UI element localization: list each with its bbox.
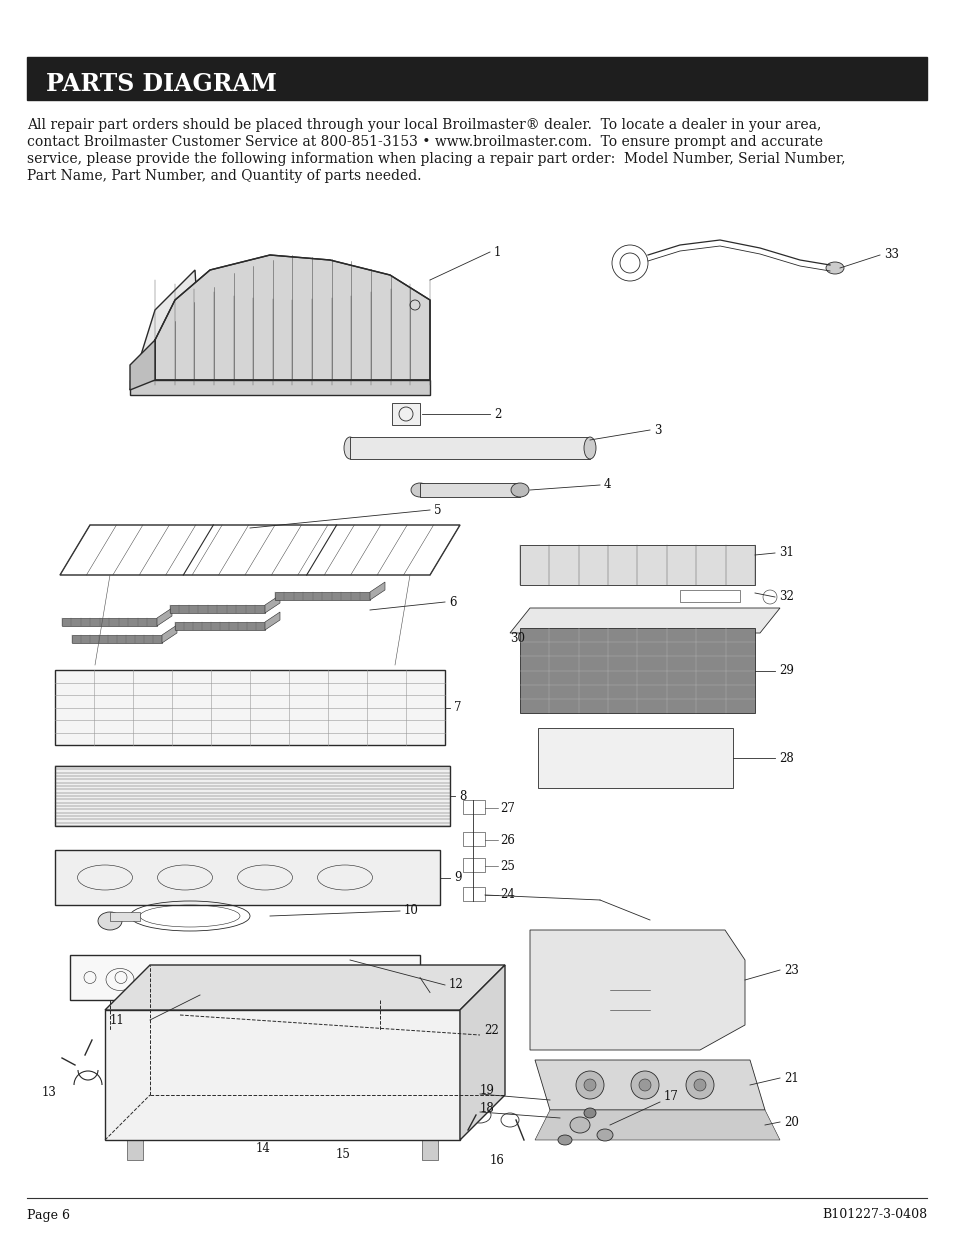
Bar (419, 483, 519, 496)
Text: 29: 29 (779, 664, 793, 677)
Text: contact Broilmaster Customer Service at 800-851-3153 • www.broilmaster.com.  To : contact Broilmaster Customer Service at … (27, 135, 822, 149)
Ellipse shape (98, 911, 122, 930)
Text: PARTS DIAGRAM: PARTS DIAGRAM (46, 72, 276, 96)
Text: 3: 3 (654, 424, 660, 436)
Ellipse shape (583, 437, 596, 459)
Text: 16: 16 (490, 1153, 504, 1167)
Bar (537, 727, 732, 788)
Text: 2: 2 (494, 408, 501, 420)
Text: 19: 19 (479, 1083, 495, 1097)
Polygon shape (510, 608, 780, 634)
Text: 26: 26 (499, 834, 515, 846)
Bar (262, 1108, 307, 1136)
Bar (55, 766, 450, 826)
Ellipse shape (558, 1135, 572, 1145)
Bar (421, 1140, 437, 1160)
Bar (519, 629, 754, 713)
Circle shape (693, 1079, 705, 1091)
Ellipse shape (825, 262, 843, 274)
Text: B101227-3-0408: B101227-3-0408 (821, 1209, 926, 1221)
Polygon shape (274, 592, 370, 600)
Text: 25: 25 (499, 860, 515, 872)
Bar (679, 590, 740, 601)
Bar (350, 437, 589, 459)
Polygon shape (535, 1060, 764, 1110)
Polygon shape (530, 930, 744, 1050)
Bar (462, 832, 484, 846)
Circle shape (583, 1079, 596, 1091)
Text: 13: 13 (42, 1086, 57, 1098)
Polygon shape (459, 965, 504, 1140)
Text: 14: 14 (255, 1141, 271, 1155)
Text: 30: 30 (510, 631, 524, 645)
Polygon shape (130, 340, 154, 390)
Text: 12: 12 (449, 978, 463, 992)
Polygon shape (62, 618, 157, 626)
Polygon shape (265, 595, 280, 613)
Text: 7: 7 (454, 701, 461, 714)
Text: 28: 28 (779, 752, 793, 764)
Text: 21: 21 (783, 1072, 798, 1084)
Text: 4: 4 (603, 478, 611, 492)
Ellipse shape (597, 1129, 613, 1141)
Bar (462, 887, 484, 902)
Ellipse shape (344, 437, 355, 459)
Bar (392, 403, 419, 425)
Polygon shape (265, 613, 280, 630)
Text: service, please provide the following information when placing a repair part ord: service, please provide the following in… (27, 152, 844, 165)
Ellipse shape (569, 1116, 589, 1132)
Bar (519, 545, 754, 585)
Text: All repair part orders should be placed through your local Broilmaster® dealer. : All repair part orders should be placed … (27, 119, 821, 132)
Ellipse shape (511, 483, 529, 496)
Text: 22: 22 (483, 1024, 498, 1036)
Ellipse shape (583, 1108, 596, 1118)
Polygon shape (105, 965, 504, 1010)
Ellipse shape (411, 483, 429, 496)
Polygon shape (170, 605, 265, 613)
Text: 10: 10 (403, 904, 418, 918)
Bar (110, 911, 140, 921)
Bar (127, 1140, 143, 1160)
Text: 24: 24 (499, 888, 515, 902)
Bar (105, 1010, 459, 1140)
Text: 23: 23 (783, 963, 798, 977)
Polygon shape (71, 635, 162, 643)
Bar (70, 955, 419, 1000)
Text: 32: 32 (779, 590, 793, 604)
Polygon shape (130, 380, 430, 395)
Polygon shape (154, 254, 430, 380)
Bar (27, 57, 926, 100)
Bar (462, 858, 484, 872)
Text: 9: 9 (454, 871, 461, 884)
Text: 27: 27 (499, 802, 515, 815)
Text: 1: 1 (494, 246, 501, 258)
Bar (55, 671, 444, 745)
Polygon shape (535, 1110, 780, 1140)
Text: 17: 17 (663, 1091, 679, 1104)
Polygon shape (130, 270, 200, 390)
Bar (55, 850, 439, 905)
Text: 5: 5 (434, 504, 441, 516)
Circle shape (630, 1071, 659, 1099)
Text: Part Name, Part Number, and Quantity of parts needed.: Part Name, Part Number, and Quantity of … (27, 169, 421, 183)
Text: Page 6: Page 6 (27, 1209, 70, 1221)
Circle shape (639, 1079, 650, 1091)
Text: 6: 6 (449, 595, 456, 609)
Text: 20: 20 (783, 1115, 798, 1129)
Bar (462, 800, 484, 814)
Polygon shape (157, 608, 172, 626)
Text: 8: 8 (458, 789, 466, 803)
Polygon shape (370, 582, 385, 600)
Text: 11: 11 (110, 1014, 125, 1026)
Circle shape (576, 1071, 603, 1099)
Polygon shape (162, 625, 177, 643)
Text: 18: 18 (479, 1102, 495, 1114)
Text: 31: 31 (779, 547, 793, 559)
Circle shape (685, 1071, 713, 1099)
Text: 15: 15 (335, 1149, 351, 1161)
Text: 33: 33 (883, 248, 898, 262)
Polygon shape (174, 622, 265, 630)
